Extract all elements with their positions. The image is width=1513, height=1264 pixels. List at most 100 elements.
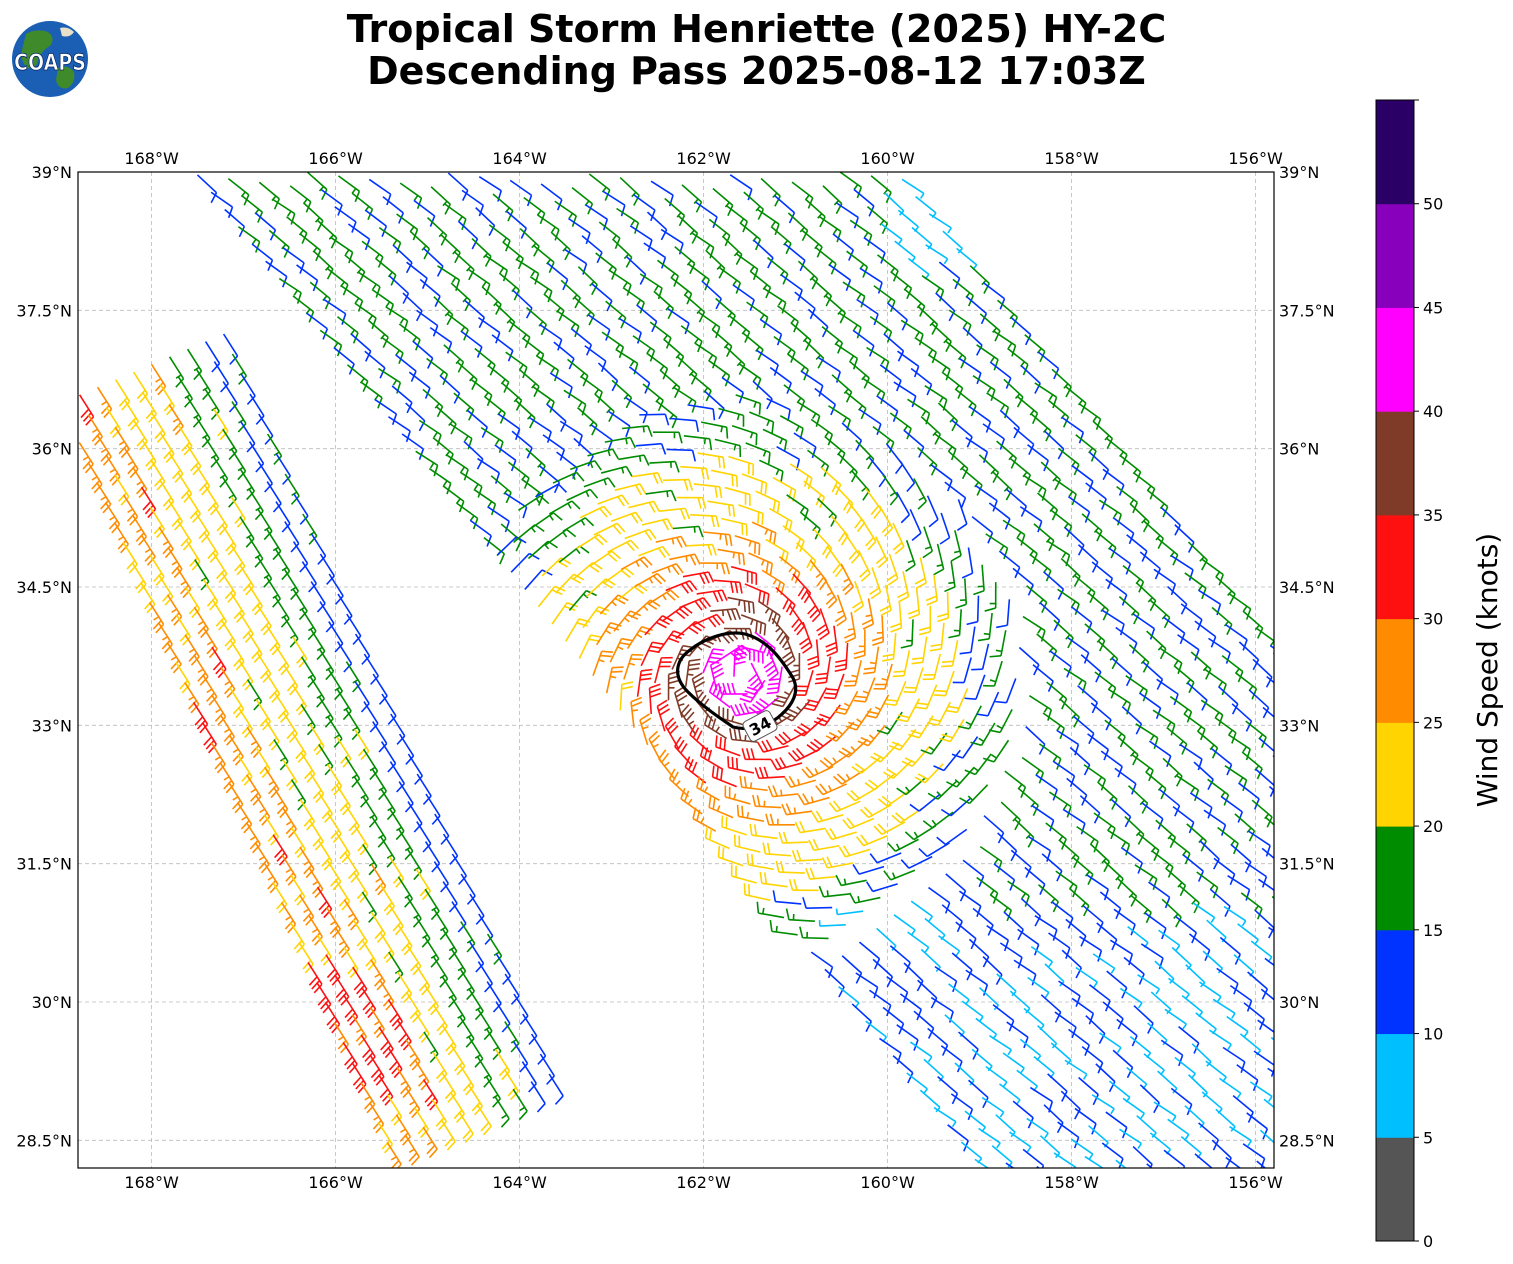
wind-barb xyxy=(96,434,112,466)
wind-barb xyxy=(396,1066,412,1099)
wind-barb xyxy=(1119,987,1143,1009)
wind-barb xyxy=(1159,647,1183,675)
wind-barb xyxy=(380,836,396,868)
wind-barb xyxy=(813,528,833,559)
wind-barb xyxy=(805,867,836,880)
wind-barb xyxy=(424,888,440,921)
wind-barb xyxy=(588,173,611,201)
wind-barb xyxy=(1097,781,1118,810)
wind-barb xyxy=(451,853,468,885)
wind-barb xyxy=(318,696,334,728)
wind-barb xyxy=(1030,413,1052,442)
wind-barb xyxy=(316,219,338,249)
wind-barb xyxy=(684,658,701,687)
wind-barb xyxy=(247,583,264,616)
wind-barb xyxy=(1205,1060,1227,1083)
wind-barb xyxy=(852,329,875,357)
wind-barb xyxy=(204,388,220,421)
wind-barb xyxy=(347,223,371,251)
wind-barb xyxy=(360,1081,376,1114)
wind-barb xyxy=(900,319,924,346)
wind-barb xyxy=(946,766,975,788)
wind-barb xyxy=(564,248,588,275)
wind-barb xyxy=(933,670,955,697)
wind-barb xyxy=(709,658,725,691)
wind-barb xyxy=(1013,426,1035,455)
wind-barb xyxy=(337,593,353,625)
wind-barb xyxy=(578,634,603,659)
wind-barb xyxy=(773,336,796,363)
wind-barb xyxy=(149,554,165,586)
wind-barb xyxy=(468,988,484,1021)
wind-barb xyxy=(1214,716,1237,744)
wind-barb xyxy=(815,783,848,796)
wind-barb xyxy=(1168,977,1190,1000)
wind-barb xyxy=(419,278,441,307)
wind-barb xyxy=(765,813,795,826)
wind-barb xyxy=(461,189,485,217)
wind-barb xyxy=(264,766,280,799)
wind-barb xyxy=(622,286,645,314)
wind-barb xyxy=(586,578,616,598)
wind-barb xyxy=(475,207,496,236)
wind-barb xyxy=(370,911,386,943)
wind-barb xyxy=(859,267,883,294)
wind-barb xyxy=(1097,640,1119,670)
wind-barb xyxy=(656,699,671,732)
wind-barb xyxy=(372,721,388,753)
wind-barb xyxy=(396,1019,412,1051)
wind-barb xyxy=(882,632,897,662)
wind-barb xyxy=(1027,976,1050,998)
wind-barb xyxy=(447,172,469,201)
wind-barb xyxy=(431,1099,448,1131)
wind-barb xyxy=(1251,799,1273,828)
wind-barb xyxy=(630,696,643,728)
wind-barb xyxy=(969,265,990,294)
wind-barb xyxy=(388,856,405,888)
wind-barb xyxy=(316,934,332,966)
lon-label-bottom: 164°W xyxy=(492,1173,547,1192)
wind-barb xyxy=(628,366,651,394)
wind-barb xyxy=(893,914,916,936)
wind-barb xyxy=(961,547,974,579)
wind-barb xyxy=(1111,657,1133,687)
wind-barb xyxy=(883,759,913,779)
wind-barb xyxy=(371,288,395,316)
wind-barb xyxy=(938,935,961,957)
wind-barb xyxy=(1005,1162,1015,1168)
wind-barb xyxy=(1067,495,1091,523)
wind-barb xyxy=(404,1086,421,1119)
wind-barb xyxy=(507,461,530,489)
wind-barb xyxy=(619,177,640,206)
wind-barb xyxy=(735,394,762,415)
wind-barb xyxy=(395,1114,412,1146)
wind-barb xyxy=(827,405,851,432)
wind-barb xyxy=(920,732,948,755)
wind-barb xyxy=(745,442,771,464)
wind-barb xyxy=(392,244,413,274)
wind-barb xyxy=(494,1048,511,1081)
wind-barb xyxy=(404,1134,420,1166)
wind-barb xyxy=(1217,826,1239,855)
wind-barb xyxy=(823,577,838,609)
wind-barb xyxy=(1020,365,1041,394)
lon-label-bottom: 156°W xyxy=(1228,1173,1283,1192)
wind-barb xyxy=(965,436,989,464)
wind-barb xyxy=(1089,843,1111,873)
wind-barb xyxy=(683,434,713,451)
wind-barb xyxy=(122,494,139,526)
wind-barb xyxy=(1219,1077,1242,1099)
wind-barb xyxy=(292,588,308,621)
wind-barb xyxy=(689,724,710,753)
wind-barb xyxy=(408,371,431,399)
wind-barb xyxy=(911,636,928,665)
wind-barb xyxy=(926,495,939,528)
wind-barb xyxy=(1271,895,1274,899)
wind-barb xyxy=(379,883,396,916)
wind-barb xyxy=(1019,505,1043,533)
wind-barb xyxy=(1201,558,1224,586)
wind-barb xyxy=(693,483,723,499)
wind-barb xyxy=(539,1053,556,1085)
wind-barb xyxy=(423,1031,439,1063)
